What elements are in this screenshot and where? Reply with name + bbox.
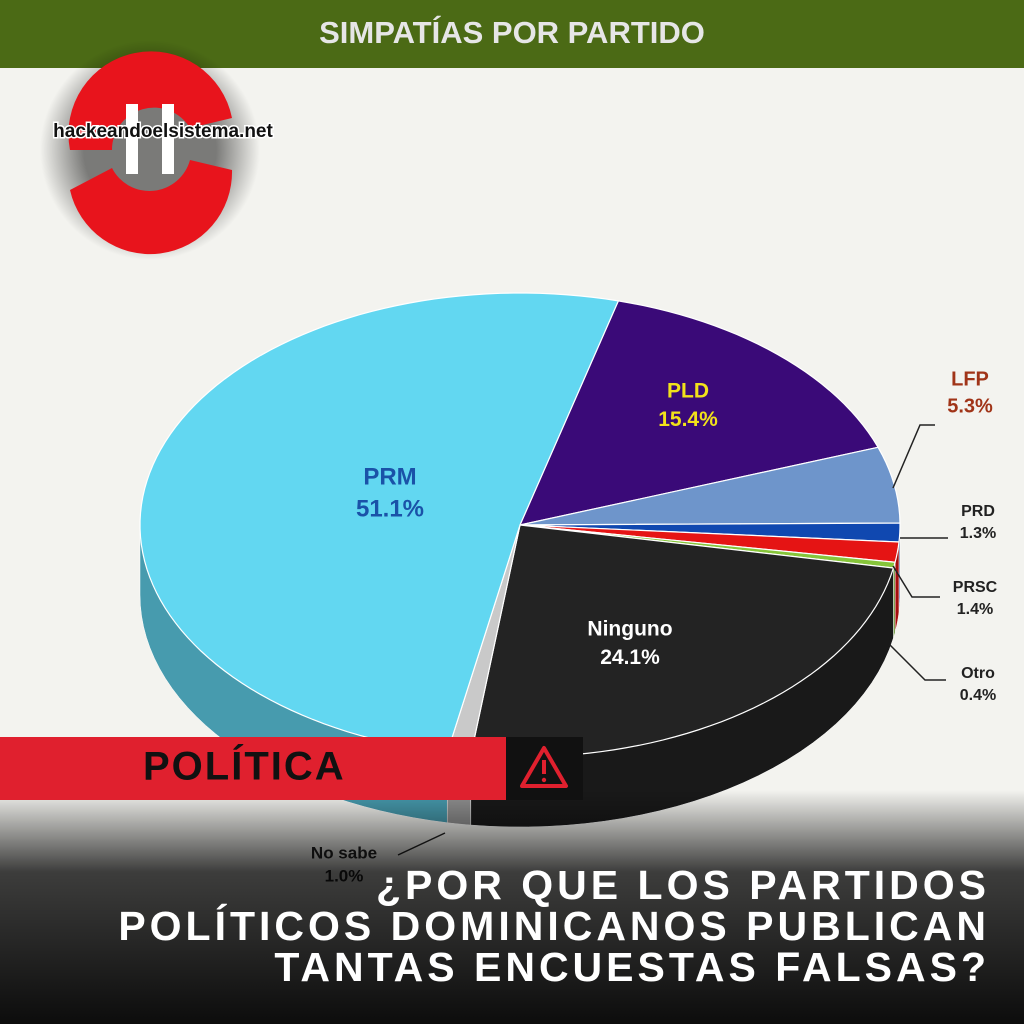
slice-value-label: 0.4% bbox=[960, 687, 996, 704]
slice-value-label: 1.3% bbox=[960, 525, 996, 542]
slice-value-label: 1.4% bbox=[957, 601, 993, 618]
warning-icon bbox=[520, 746, 568, 788]
labels: PLD 15.4% LFP 5.3% PRD 1.3% PRSC 1.4% Otro 0.4% Ni… bbox=[311, 368, 998, 885]
headline-line: POLÍTICOS DOMINICANOS PUBLICAN bbox=[118, 903, 990, 949]
slice bbox=[518, 300, 880, 526]
tag-band bbox=[0, 737, 506, 800]
logo-bar bbox=[126, 104, 138, 174]
leader-line bbox=[892, 565, 940, 598]
slice-value-label: 15.4% bbox=[658, 408, 718, 431]
slice-label: LFP bbox=[951, 368, 989, 390]
headline-line: TANTAS ENCUESTAS FALSAS? bbox=[274, 944, 990, 990]
headline-line: ¿POR QUE LOS PARTIDOS bbox=[376, 862, 990, 908]
slice-label: PLD bbox=[667, 380, 709, 403]
leader-line bbox=[889, 644, 946, 681]
tag: POLÍTICA bbox=[143, 744, 346, 789]
warning-icon-dot bbox=[541, 777, 547, 783]
slice-value-label: 24.1% bbox=[600, 646, 660, 669]
leader-line bbox=[892, 424, 935, 489]
slice-value-label: 5.3% bbox=[947, 395, 993, 417]
slice-label: PRM bbox=[363, 463, 416, 490]
chart-title: SIMPATÍAS POR PARTIDO bbox=[319, 15, 705, 50]
logo-text: hackeandoelsistema.net bbox=[53, 121, 273, 142]
logo-bar bbox=[162, 104, 174, 174]
logo-arc bbox=[68, 51, 232, 151]
slice-label: PRD bbox=[961, 503, 995, 520]
bottom-shade bbox=[0, 790, 1024, 1024]
slice-label: PRSC bbox=[953, 579, 998, 596]
slice-label: Otro bbox=[961, 665, 995, 682]
slice bbox=[139, 292, 620, 754]
slice-label: Ninguno bbox=[587, 618, 672, 641]
logo-arc bbox=[70, 160, 233, 255]
headline: ¿POR QUE LOS PARTIDOS POLÍTICOS DOMINICA… bbox=[118, 862, 990, 990]
slice-value-label: 51.1% bbox=[356, 496, 424, 523]
